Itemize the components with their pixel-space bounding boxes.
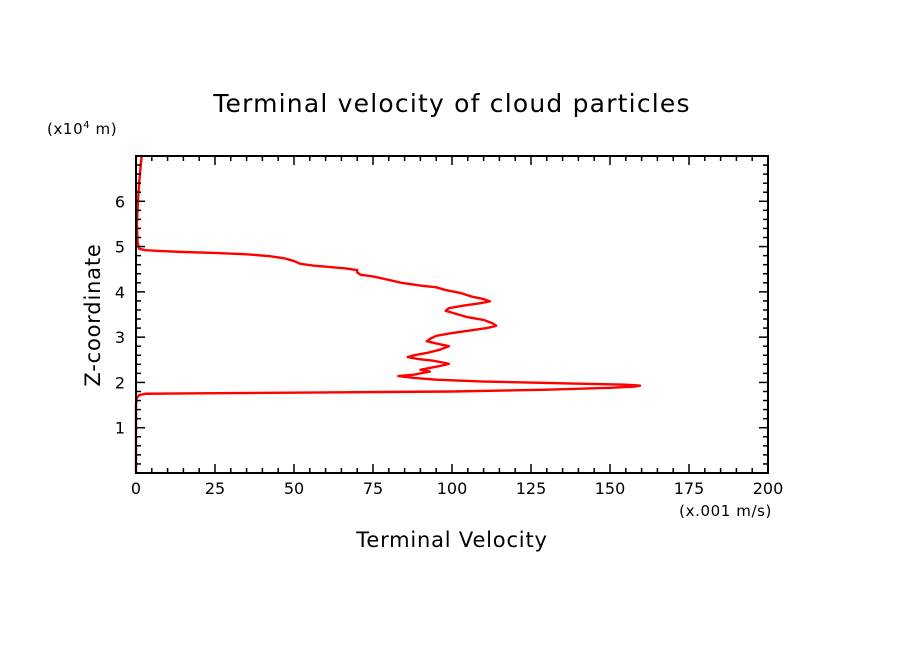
tick-layer xyxy=(135,156,769,473)
series-layer xyxy=(134,154,642,475)
x-axis-label: Terminal Velocity xyxy=(355,528,547,552)
y-tick-label: 1 xyxy=(115,419,125,438)
plot-frame xyxy=(135,155,769,474)
x-tick-label: 125 xyxy=(516,479,547,498)
x-tick-label: 0 xyxy=(131,479,141,498)
y-tick-label: 4 xyxy=(115,283,125,302)
x-tick-label: 25 xyxy=(205,479,225,498)
y-tick-label: 5 xyxy=(115,238,125,257)
tick-label-layer: 0 25 50 75 100 125 150 175 200 1 2 3 4 5 6 xyxy=(115,192,783,498)
y-tick-label: 6 xyxy=(115,192,125,211)
x-tick-label: 50 xyxy=(284,479,304,498)
x-axis-unit: (x.001 m/s) xyxy=(679,502,772,520)
y-axis-unit: (x104 m) xyxy=(47,120,117,138)
chart-title: Terminal velocity of cloud particles xyxy=(212,89,690,118)
x-tick-label: 200 xyxy=(753,479,784,498)
y-tick-label: 2 xyxy=(115,373,125,392)
x-tick-label: 75 xyxy=(363,479,383,498)
series-line-1 xyxy=(134,154,642,475)
y-axis-label: Z-coordinate xyxy=(81,243,105,386)
x-tick-label: 150 xyxy=(595,479,626,498)
y-axis-unit-prefix: (x10 xyxy=(47,120,83,138)
x-tick-label: 100 xyxy=(437,479,468,498)
y-axis-unit-suffix: m) xyxy=(90,120,117,138)
y-tick-label: 3 xyxy=(115,328,125,347)
y-axis-unit-exponent: 4 xyxy=(83,120,90,131)
x-tick-label: 175 xyxy=(674,479,705,498)
